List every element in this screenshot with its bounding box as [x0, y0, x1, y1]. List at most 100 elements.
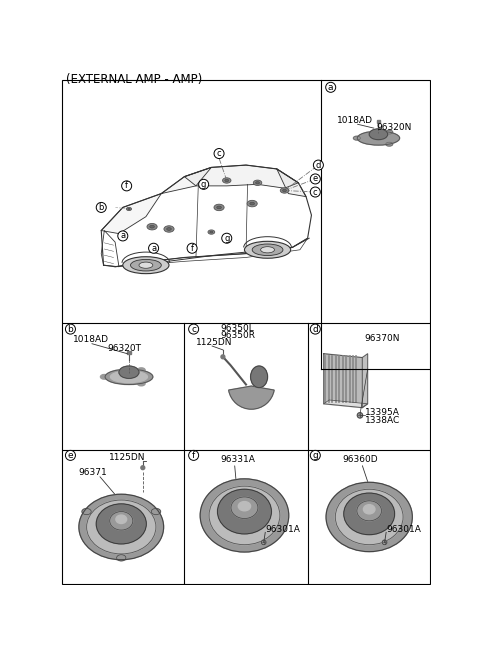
Text: 96320N: 96320N	[376, 124, 411, 133]
Text: e: e	[68, 451, 73, 460]
Text: d: d	[312, 325, 318, 334]
Text: (EXTERNAL AMP - AMP): (EXTERNAL AMP - AMP)	[66, 73, 202, 86]
Ellipse shape	[223, 178, 231, 183]
Ellipse shape	[79, 494, 164, 560]
Ellipse shape	[251, 366, 267, 388]
Ellipse shape	[253, 180, 262, 185]
Ellipse shape	[353, 136, 360, 140]
Text: 96301A: 96301A	[386, 526, 421, 534]
Text: 96360D: 96360D	[342, 455, 378, 464]
Ellipse shape	[231, 497, 258, 518]
Ellipse shape	[131, 260, 161, 271]
Circle shape	[199, 179, 209, 189]
Text: f: f	[191, 244, 193, 253]
Bar	[127, 351, 131, 353]
Ellipse shape	[86, 500, 156, 554]
Text: 96350R: 96350R	[221, 330, 255, 340]
Text: 96301A: 96301A	[265, 526, 300, 534]
Circle shape	[310, 187, 320, 197]
Ellipse shape	[119, 366, 139, 378]
Ellipse shape	[250, 202, 254, 205]
Text: c: c	[313, 187, 318, 196]
Text: g: g	[201, 180, 206, 189]
Ellipse shape	[357, 501, 382, 521]
Ellipse shape	[100, 374, 108, 379]
Ellipse shape	[283, 189, 287, 192]
Ellipse shape	[262, 540, 266, 545]
Text: a: a	[120, 231, 125, 240]
Text: g: g	[312, 451, 318, 460]
Ellipse shape	[217, 206, 221, 209]
Text: a: a	[151, 244, 156, 253]
Ellipse shape	[280, 188, 289, 193]
Text: 96350L: 96350L	[221, 324, 254, 332]
Ellipse shape	[256, 181, 260, 184]
Circle shape	[310, 174, 320, 184]
Wedge shape	[228, 386, 274, 409]
Ellipse shape	[210, 231, 213, 233]
Ellipse shape	[141, 466, 145, 470]
Ellipse shape	[105, 369, 153, 384]
Text: c: c	[191, 325, 196, 334]
Text: 1018AD: 1018AD	[337, 116, 373, 125]
Ellipse shape	[82, 509, 91, 514]
Ellipse shape	[252, 244, 283, 256]
Circle shape	[149, 243, 158, 253]
Ellipse shape	[363, 505, 375, 514]
Text: f: f	[192, 451, 195, 460]
Circle shape	[118, 231, 128, 241]
Polygon shape	[362, 353, 368, 407]
Ellipse shape	[200, 479, 289, 552]
Ellipse shape	[238, 501, 251, 510]
Circle shape	[65, 450, 75, 461]
Circle shape	[222, 233, 232, 243]
Ellipse shape	[164, 226, 174, 232]
Bar	[376, 120, 380, 123]
Ellipse shape	[261, 246, 275, 253]
Ellipse shape	[382, 540, 387, 545]
Polygon shape	[324, 400, 368, 407]
Ellipse shape	[116, 515, 127, 524]
Text: b: b	[68, 325, 73, 334]
Ellipse shape	[123, 257, 169, 274]
Ellipse shape	[150, 225, 155, 228]
Ellipse shape	[244, 241, 291, 258]
Text: g: g	[224, 234, 229, 242]
Text: e: e	[312, 175, 318, 183]
Ellipse shape	[110, 371, 147, 382]
Ellipse shape	[110, 512, 133, 530]
Ellipse shape	[209, 486, 280, 545]
Ellipse shape	[128, 208, 130, 210]
Circle shape	[65, 324, 75, 334]
Circle shape	[189, 324, 199, 334]
Ellipse shape	[139, 262, 153, 268]
Ellipse shape	[96, 504, 146, 544]
Circle shape	[214, 148, 224, 158]
Text: b: b	[98, 203, 104, 212]
Text: 1338AC: 1338AC	[365, 416, 400, 425]
Text: c: c	[217, 149, 221, 158]
Ellipse shape	[137, 381, 145, 386]
Circle shape	[310, 450, 320, 461]
Text: f: f	[125, 181, 128, 191]
Circle shape	[121, 181, 132, 191]
Ellipse shape	[214, 204, 224, 211]
Text: 1018AD: 1018AD	[73, 335, 109, 344]
Ellipse shape	[357, 131, 400, 145]
Ellipse shape	[208, 230, 215, 235]
Circle shape	[310, 324, 320, 334]
Ellipse shape	[137, 368, 145, 373]
Ellipse shape	[344, 493, 395, 535]
Ellipse shape	[126, 208, 132, 211]
Circle shape	[313, 160, 324, 170]
Ellipse shape	[151, 509, 160, 514]
Circle shape	[96, 202, 106, 212]
Ellipse shape	[167, 227, 171, 231]
Polygon shape	[277, 169, 306, 196]
Polygon shape	[184, 165, 299, 188]
Ellipse shape	[217, 489, 271, 534]
Polygon shape	[324, 353, 362, 407]
Ellipse shape	[386, 142, 393, 146]
Ellipse shape	[147, 223, 157, 230]
Circle shape	[326, 82, 336, 93]
